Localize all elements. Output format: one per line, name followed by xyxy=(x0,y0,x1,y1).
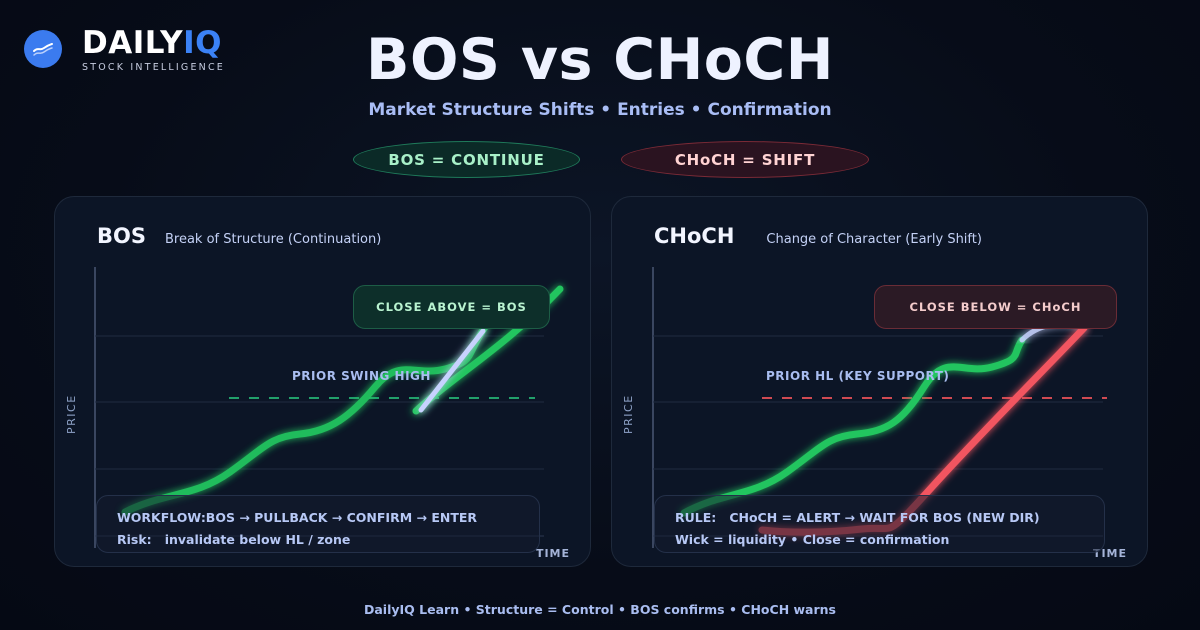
close-above-callout: CLOSE ABOVE = BOS xyxy=(353,285,550,329)
close-below-callout: CLOSE BELOW = CHoCH xyxy=(874,285,1117,329)
trend-line-icon xyxy=(24,30,62,68)
price-axis-label: PRICE xyxy=(622,394,635,434)
rule-note: RULE: CHoCH = ALERT → WAIT FOR BOS (NEW … xyxy=(654,495,1105,553)
brand-logo: DAILYIQ STOCK INTELLIGENCE xyxy=(24,27,225,73)
choch-pill: CHoCH = SHIFT xyxy=(621,141,869,178)
footer-text: DailyIQ Learn • Structure = Control • BO… xyxy=(364,602,836,617)
price-axis-label: PRICE xyxy=(65,394,78,434)
page-title: BOS vs CHoCH xyxy=(366,27,834,93)
rule-line: RULE: CHoCH = ALERT → WAIT FOR BOS (NEW … xyxy=(675,510,1040,525)
brand-name: DAILYIQ xyxy=(82,25,223,61)
time-axis-label: TIME xyxy=(1092,547,1127,560)
bos-pill: BOS = CONTINUE xyxy=(353,141,580,178)
choch-panel: CHoCH Change of Character (Early Shift) … xyxy=(611,196,1148,567)
prior-hl-label: PRIOR HL (KEY SUPPORT) xyxy=(766,369,950,383)
time-axis-label: TIME xyxy=(535,547,570,560)
wick-line: Wick = liquidity • Close = confirmation xyxy=(675,532,950,547)
page-subtitle: Market Structure Shifts • Entries • Conf… xyxy=(368,100,832,120)
bos-panel: BOS Break of Structure (Continuation) CL… xyxy=(54,196,591,567)
choch-panel-subtitle: Change of Character (Early Shift) xyxy=(766,232,982,247)
workflow-line: WORKFLOW:BOS → PULLBACK → CONFIRM → ENTE… xyxy=(117,510,478,525)
brand-tagline: STOCK INTELLIGENCE xyxy=(82,62,226,73)
bos-panel-subtitle: Break of Structure (Continuation) xyxy=(164,232,382,247)
risk-line: Risk: invalidate below HL / zone xyxy=(117,532,351,547)
workflow-note: WORKFLOW:BOS → PULLBACK → CONFIRM → ENTE… xyxy=(96,495,540,553)
choch-panel-title: CHoCH xyxy=(654,224,735,248)
bos-panel-title: BOS xyxy=(97,224,146,248)
prior-swing-high-label: PRIOR SWING HIGH xyxy=(292,369,431,383)
